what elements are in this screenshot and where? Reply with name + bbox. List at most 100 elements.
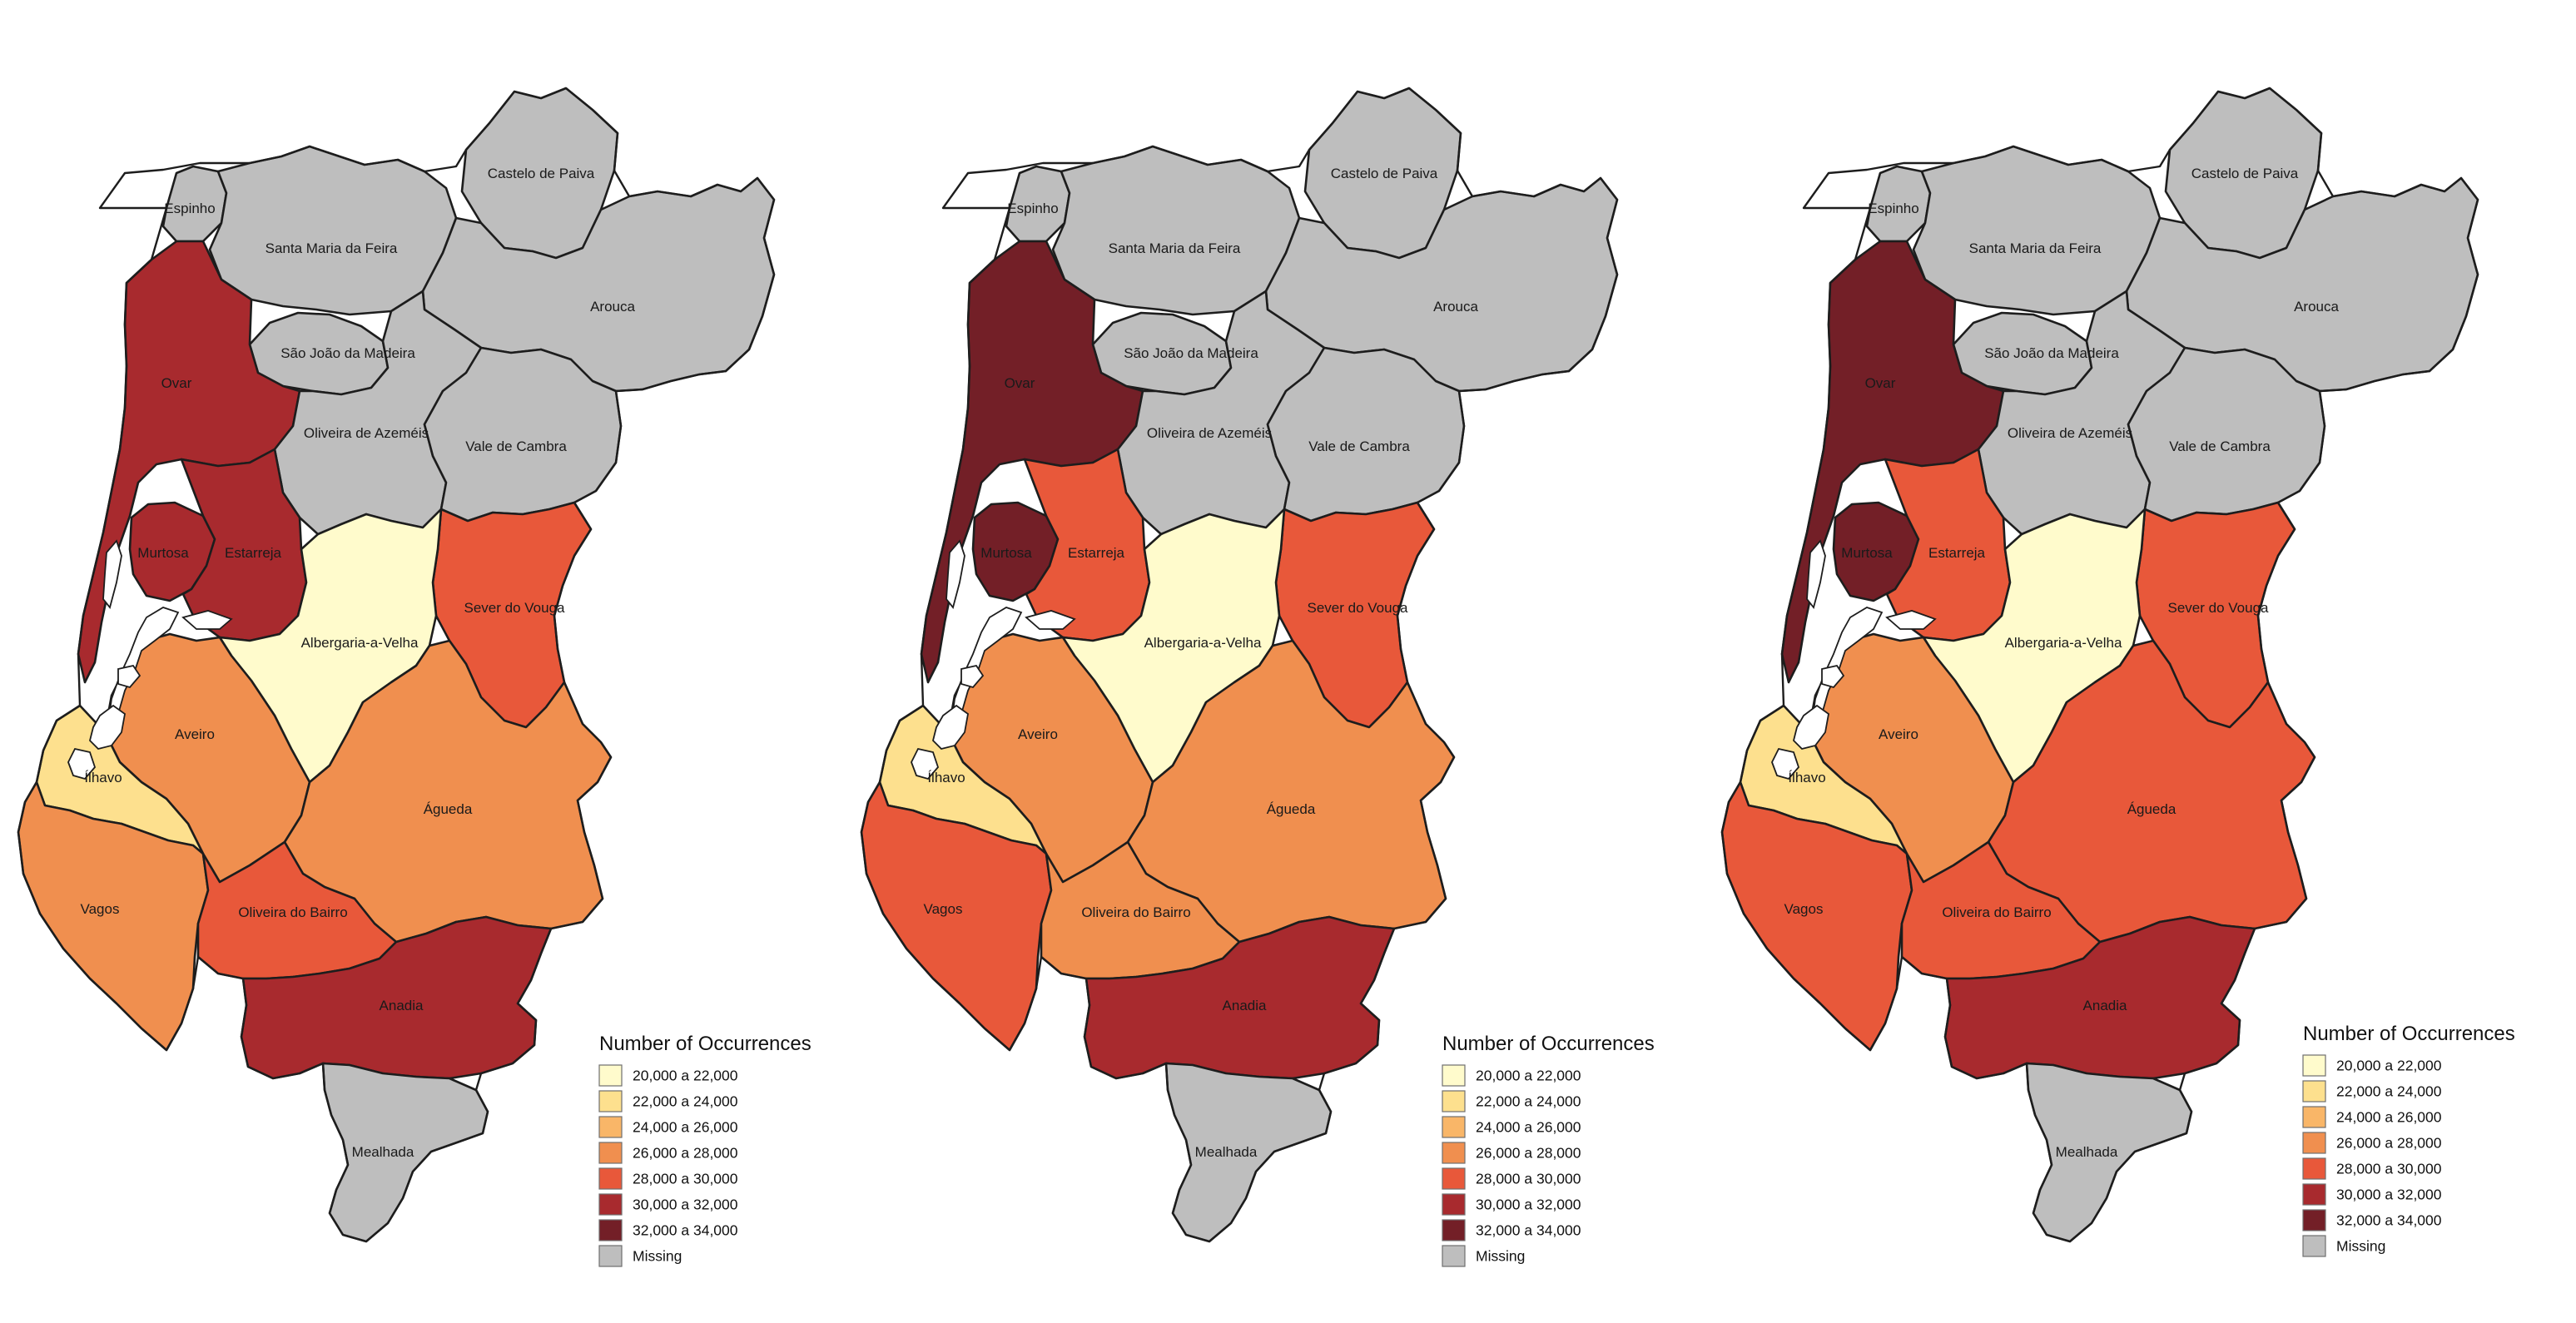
lagoon-layer xyxy=(67,539,233,780)
label-murtosa: Murtosa xyxy=(137,545,189,561)
label-castelo-de-paiva: Castelo de Paiva xyxy=(2191,166,2299,181)
legend-label-2: 24,000 a 26,000 xyxy=(2336,1109,2442,1126)
label-arouca: Arouca xyxy=(2294,299,2339,315)
lagoon-water-3 xyxy=(102,539,122,609)
label-albergaria-a-velha: Albergaria-a-Velha xyxy=(301,635,419,651)
label-mealhada: Mealhada xyxy=(2056,1144,2118,1160)
label-ovar: Ovar xyxy=(1865,375,1896,391)
legend-swatch-5 xyxy=(598,1193,623,1216)
label-sao-joao-da-madeira: São João da Madeira xyxy=(1124,345,1258,361)
municipality-layer xyxy=(1720,87,2479,1243)
label-arouca: Arouca xyxy=(1433,299,1478,315)
municipality-labels: Castelo de Paiva Espinho Santa Maria da Fe… xyxy=(924,166,1479,1160)
legend-swatch-4 xyxy=(598,1167,623,1190)
legend-label-0: 20,000 a 22,000 xyxy=(1476,1068,1581,1084)
municipality-layer xyxy=(860,87,1619,1243)
legend-swatch-7 xyxy=(598,1245,623,1267)
label-vagos: Vagos xyxy=(1784,901,1824,917)
legend-swatch-3 xyxy=(598,1142,623,1164)
lagoon-water-1 xyxy=(1793,704,1829,750)
legend-title: Number of Occurrences xyxy=(2303,1023,2515,1045)
legend-label-4: 28,000 a 30,000 xyxy=(2336,1161,2442,1177)
label-estarreja: Estarreja xyxy=(1068,545,1125,561)
label-vagos: Vagos xyxy=(924,901,963,917)
label-castelo-de-paiva: Castelo de Paiva xyxy=(1331,166,1438,181)
legend-label-2: 24,000 a 26,000 xyxy=(633,1119,738,1136)
label-ilhavo: Ílhavo xyxy=(1788,770,1825,785)
label-vale-de-cambra: Vale de Cambra xyxy=(1308,439,1410,454)
lagoon-layer xyxy=(911,539,1076,780)
label-ilhavo: Ílhavo xyxy=(927,770,965,785)
legend-swatch-1 xyxy=(2302,1080,2326,1102)
label-espinho: Espinho xyxy=(1007,201,1058,216)
label-estarreja: Estarreja xyxy=(225,545,282,561)
label-agueda: Águeda xyxy=(1267,801,1316,817)
label-oliveira-de-azemeis: Oliveira de Azeméis xyxy=(2008,425,2132,441)
region-outline xyxy=(1720,87,2479,1243)
legend: Number of Occurrences 20,000 a 22,000 22,0… xyxy=(2302,1023,2515,1257)
municipality-labels: Castelo de Paiva Espinho Santa Maria da Fe… xyxy=(81,166,636,1160)
label-ovar: Ovar xyxy=(161,375,192,391)
label-anadia: Anadia xyxy=(380,998,424,1013)
legend: Number of Occurrences 20,000 a 22,000 22,0… xyxy=(1442,1033,1655,1267)
label-espinho: Espinho xyxy=(164,201,215,216)
legend-swatch-4 xyxy=(1442,1167,1466,1190)
legend-swatch-6 xyxy=(1442,1219,1466,1241)
legend-swatch-1 xyxy=(598,1090,623,1112)
legend-swatch-3 xyxy=(1442,1142,1466,1164)
choropleth-map: Castelo de Paiva Espinho Santa Maria da Fe… xyxy=(860,87,1655,1267)
lagoon-water-5 xyxy=(1025,610,1076,630)
legend-label-7: Missing xyxy=(2336,1238,2385,1255)
legend-label-3: 26,000 a 28,000 xyxy=(2336,1135,2442,1152)
municipality-santa-maria-da-feira xyxy=(1912,145,2162,316)
label-aveiro: Aveiro xyxy=(1879,726,1918,742)
legend-swatch-7 xyxy=(2302,1235,2326,1257)
lagoon-water-5 xyxy=(181,610,233,630)
label-vagos: Vagos xyxy=(81,901,120,917)
label-estarreja: Estarreja xyxy=(1928,545,1986,561)
lagoon-water-4 xyxy=(117,664,141,689)
municipality-layer xyxy=(17,87,776,1243)
label-santa-maria-da-feira: Santa Maria da Feira xyxy=(1969,240,2102,256)
legend-swatch-2 xyxy=(2302,1106,2326,1128)
legend: Number of Occurrences 20,000 a 22,000 22,0… xyxy=(598,1033,812,1267)
label-albergaria-a-velha: Albergaria-a-Velha xyxy=(2005,635,2122,651)
legend-label-3: 26,000 a 28,000 xyxy=(633,1145,738,1162)
lagoon-water-5 xyxy=(1885,610,1937,630)
lagoon-water-3 xyxy=(1806,539,1826,609)
region-outline xyxy=(860,87,1619,1243)
legend-swatch-4 xyxy=(2302,1157,2326,1180)
lagoon-water-2 xyxy=(1771,747,1800,780)
legend-swatch-1 xyxy=(1442,1090,1466,1112)
label-oliveira-do-bairro: Oliveira do Bairro xyxy=(238,904,347,920)
label-santa-maria-da-feira: Santa Maria da Feira xyxy=(1109,240,1241,256)
legend-swatch-6 xyxy=(598,1219,623,1241)
label-murtosa: Murtosa xyxy=(980,545,1032,561)
label-agueda: Águeda xyxy=(2127,801,2176,817)
label-sever-do-vouga: Sever do Vouga xyxy=(2168,600,2270,616)
legend-label-4: 28,000 a 30,000 xyxy=(1476,1171,1581,1187)
lagoon-layer xyxy=(1771,539,1937,780)
label-agueda: Águeda xyxy=(424,801,473,817)
label-castelo-de-paiva: Castelo de Paiva xyxy=(488,166,595,181)
legend-swatch-0 xyxy=(598,1064,623,1087)
label-oliveira-de-azemeis: Oliveira de Azeméis xyxy=(1147,425,1272,441)
legend-swatch-2 xyxy=(1442,1116,1466,1138)
legend-swatch-0 xyxy=(1442,1064,1466,1087)
legend-label-2: 24,000 a 26,000 xyxy=(1476,1119,1581,1136)
label-albergaria-a-velha: Albergaria-a-Velha xyxy=(1144,635,1262,651)
map-panel-2: Castelo de Paiva Espinho Santa Maria da Fe… xyxy=(843,0,1701,1323)
label-oliveira-do-bairro: Oliveira do Bairro xyxy=(1942,904,2051,920)
choropleth-map: Castelo de Paiva Espinho Santa Maria da Fe… xyxy=(1720,87,2515,1257)
label-ilhavo: Ílhavo xyxy=(84,770,122,785)
legend-label-5: 30,000 a 32,000 xyxy=(633,1197,738,1213)
legend-title: Number of Occurrences xyxy=(599,1033,812,1055)
label-sever-do-vouga: Sever do Vouga xyxy=(1308,600,1409,616)
legend-swatch-2 xyxy=(598,1116,623,1138)
lagoon-water-2 xyxy=(911,747,940,780)
legend-label-7: Missing xyxy=(633,1248,682,1265)
legend-swatch-0 xyxy=(2302,1054,2326,1077)
legend-title: Number of Occurrences xyxy=(1442,1033,1655,1055)
legend-label-7: Missing xyxy=(1476,1248,1525,1265)
